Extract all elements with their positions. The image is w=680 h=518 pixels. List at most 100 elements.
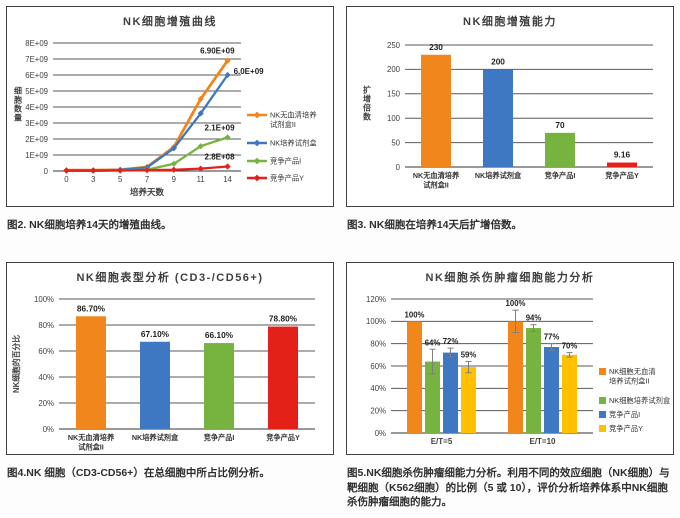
tick-label: 0: [64, 175, 69, 184]
tick-label: 4E+09: [25, 103, 48, 112]
value-label: 100%: [405, 310, 425, 319]
tick-label: 80%: [370, 339, 386, 348]
category-label: NK无血清培养试剂盒II: [68, 433, 115, 452]
tick-label: 0%: [375, 429, 386, 438]
group-label: E/T=5: [431, 437, 453, 446]
legend-marker: [253, 139, 261, 147]
value-label: 64%: [425, 338, 441, 347]
killing-grouped-bar-chart: 0% 20% 40% 60% 80% 100% 120% E/T=5 E/T=10 100% 100…: [366, 295, 671, 446]
value-label: 67.10%: [141, 329, 170, 339]
category-label: NK培养试剂盒: [475, 171, 522, 180]
figure-4-caption: 图4.NK 细胞（CD3-CD56+）在总细胞中所占比例分析。: [7, 467, 270, 479]
legend-label: NK无血清培养试剂盒II: [270, 111, 317, 130]
tick-label: 60%: [370, 362, 386, 371]
tick-label: 11: [197, 175, 205, 184]
category-label: NK无血清培养试剂盒II: [413, 171, 460, 190]
legend-label: NK细胞无血清培养试剂盒II: [609, 367, 656, 386]
legend-swatch: [599, 368, 606, 375]
category-label: 竞争产品I: [203, 433, 235, 442]
tick-label: 14: [223, 175, 232, 184]
bar: [421, 54, 451, 167]
value-label: 78.80%: [269, 314, 298, 324]
y-axis-label: 扩增倍数: [362, 85, 372, 122]
tick-label: 200: [387, 65, 401, 74]
data-marker: [63, 167, 70, 174]
value-label: 66.10%: [205, 330, 234, 340]
legend-swatch: [599, 425, 606, 432]
figure-2: NK细胞增殖曲线 0 1E+09 2E+09 3E+09 4E+09 5E+09 6E+09…: [0, 0, 340, 259]
tick-label: 0%: [43, 425, 54, 434]
figure-2-caption: 图2. NK细胞培养14天的增殖曲线。: [7, 219, 172, 231]
category-label: 竞争产品I: [544, 171, 576, 180]
tick-label: 80%: [38, 321, 54, 330]
bar: [140, 341, 170, 429]
tick-label: 3E+09: [25, 119, 48, 128]
tick-label: 120%: [366, 295, 386, 304]
tick-label: 100%: [34, 295, 54, 304]
tick-label: 2E+09: [25, 135, 48, 144]
figure-3: NK细胞增殖能力 0 50 100 150 200 250 230 NK无血清培养试剂盒II 2…: [340, 0, 680, 259]
tick-label: 20%: [370, 406, 386, 415]
value-label: 94%: [526, 314, 542, 323]
bar: [461, 367, 476, 433]
legend-marker: [253, 157, 261, 165]
tick-label: 100%: [366, 317, 386, 326]
tick-label: 8E+09: [25, 39, 48, 48]
bar: [508, 321, 523, 433]
tick-label: 0: [44, 167, 49, 176]
tick-label: 150: [387, 90, 401, 99]
tick-label: 50: [391, 138, 400, 147]
value-label: 2.1E+09: [205, 123, 236, 132]
chart-title: NK细胞增殖能力: [463, 16, 557, 28]
tick-label: 40%: [38, 373, 54, 382]
group-label: E/T=10: [529, 437, 556, 446]
value-label: 70%: [562, 342, 578, 351]
legend-label: NK培养试剂盒: [270, 139, 317, 148]
y-axis-label: 细胞数量: [13, 86, 23, 123]
chart-title: NK细胞杀伤肿瘤细胞能力分析: [425, 272, 595, 284]
phenotype-bar-chart: 0% 20% 40% 60% 80% 100% 86.70% NK无血清培养试剂盒II 67.1…: [11, 295, 315, 452]
figure-5: NK细胞杀伤肿瘤细胞能力分析 0% 20% 40% 60% 80% 100% 120% E/T…: [340, 259, 680, 518]
data-marker: [224, 134, 231, 141]
data-marker: [90, 167, 97, 174]
chart-panel-expansion-fold: NK细胞增殖能力 0 50 100 150 200 250 230 NK无血清培养试剂盒II 2…: [346, 6, 674, 207]
tick-label: 40%: [370, 384, 386, 393]
bar: [526, 328, 541, 433]
legend-swatch: [599, 411, 606, 418]
value-label: 100%: [506, 299, 526, 308]
category-label: 竞争产品Y: [604, 171, 639, 180]
x-axis-label: 培养天数: [130, 187, 165, 197]
data-marker: [197, 95, 204, 103]
tick-label: 250: [387, 41, 401, 50]
bar: [483, 69, 513, 167]
bar: [562, 354, 577, 433]
data-marker: [170, 145, 177, 152]
figure-5-caption: 图5.NK细胞杀伤肿瘤细能力分析。利用不同的效应细胞（NK细胞）与靶细胞（K56…: [347, 467, 670, 509]
data-marker: [197, 143, 204, 150]
data-marker: [143, 167, 151, 174]
bar: [268, 326, 298, 429]
value-label: 59%: [461, 351, 477, 360]
bar: [204, 343, 234, 429]
bar: [607, 162, 637, 167]
tick-label: 3: [91, 175, 95, 184]
value-label: 86.70%: [77, 303, 106, 313]
tick-label: 6E+09: [25, 71, 48, 80]
tick-label: 0: [396, 163, 401, 172]
bar: [407, 321, 422, 433]
bar: [76, 316, 106, 429]
category-label: NK培养试剂盒: [132, 433, 179, 442]
value-label: 72%: [443, 337, 459, 346]
legend-swatch: [599, 397, 606, 404]
chart-title: NK细胞增殖曲线: [123, 16, 217, 28]
figure-4: NK细胞表型分析 (CD3-/CD56+) 0% 20% 40% 60% 80% 100%…: [0, 259, 340, 518]
chart-panel-phenotype: NK细胞表型分析 (CD3-/CD56+) 0% 20% 40% 60% 80% 100%…: [6, 262, 334, 455]
tick-label: 9: [172, 175, 176, 184]
data-marker: [170, 166, 177, 173]
legend-marker: [253, 111, 261, 119]
value-label: 6.0E+09: [234, 67, 265, 76]
value-label: 77%: [544, 333, 560, 342]
tick-label: 7E+09: [25, 55, 48, 64]
tick-label: 5E+09: [25, 87, 48, 96]
